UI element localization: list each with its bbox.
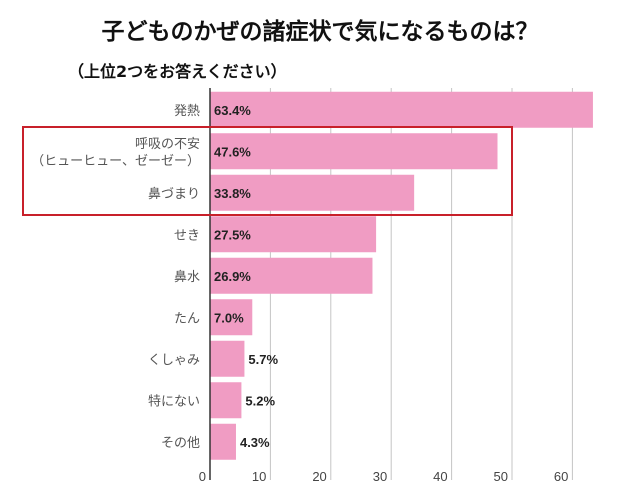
- bar: [210, 257, 373, 294]
- x-tick-label: 30: [373, 469, 387, 484]
- x-tick-label: 50: [494, 469, 508, 484]
- category-label: たん: [174, 311, 200, 326]
- category-label: せき: [174, 228, 200, 243]
- category-label: くしゃみ: [148, 353, 200, 368]
- highlight-box: [22, 126, 513, 216]
- value-label: 7.0%: [214, 310, 244, 325]
- value-label: 27.5%: [214, 227, 251, 242]
- bar: [210, 382, 242, 419]
- category-label: 発熱: [174, 104, 200, 119]
- category-label: 鼻水: [174, 269, 200, 285]
- chart-subtitle: （上位2つをお答えください）: [68, 62, 287, 81]
- value-label: 5.2%: [245, 393, 275, 408]
- value-label: 4.3%: [240, 435, 270, 450]
- x-tick-label: 60: [554, 469, 568, 484]
- bar: [210, 216, 377, 253]
- x-tick-label: 10: [252, 469, 266, 484]
- category-label: 鼻づまり: [148, 186, 200, 202]
- value-label: 63.4%: [214, 103, 251, 118]
- value-label: 5.7%: [248, 352, 278, 367]
- x-tick-label: 0: [199, 469, 206, 484]
- bar: [210, 91, 593, 128]
- value-label: 33.8%: [214, 186, 251, 201]
- category-label: 呼吸の不安（ヒューヒュー、ゼーゼー）: [31, 137, 200, 169]
- category-label: 特にない: [148, 394, 200, 409]
- value-label: 26.9%: [214, 269, 251, 284]
- bar: [210, 423, 236, 460]
- bar: [210, 340, 245, 377]
- category-label: その他: [161, 436, 200, 451]
- value-label: 47.6%: [214, 144, 251, 159]
- chart-title: 子どものかぜの諸症状で気になるものは？: [101, 19, 539, 45]
- bar: [210, 133, 498, 170]
- bar: [210, 174, 415, 211]
- x-tick-label: 20: [312, 469, 326, 484]
- x-tick-label: 40: [433, 469, 447, 484]
- bar: [210, 299, 253, 336]
